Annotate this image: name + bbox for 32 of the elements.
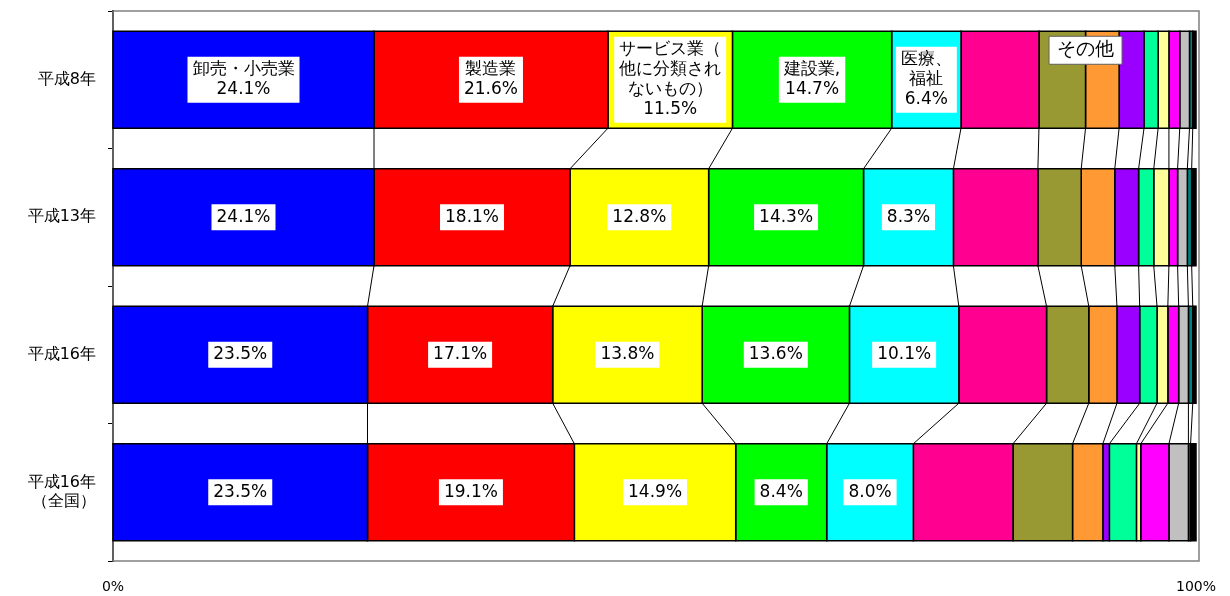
data-label: 14.7%: [785, 78, 840, 99]
data-label: 11.5%: [643, 98, 698, 119]
series-label: 医療、福祉: [900, 48, 952, 89]
data-label: 12.8%: [612, 205, 667, 226]
data-label: 10.1%: [877, 343, 932, 364]
series-label: サービス業（他に分類されないもの）: [619, 38, 722, 99]
series-label: 建設業,: [782, 58, 841, 79]
data-label: 14.3%: [759, 205, 814, 226]
y-tick-label: 平成16年（全国）: [27, 471, 96, 511]
data-label: 8.3%: [886, 205, 931, 226]
series-label: 製造業: [465, 58, 517, 79]
series-label: 卸売・小売業: [192, 58, 295, 79]
data-label: 14.9%: [628, 480, 683, 501]
data-label: 8.4%: [759, 480, 803, 501]
data-label: 24.1%: [216, 78, 271, 99]
data-label: 23.5%: [213, 343, 268, 364]
data-label: 19.1%: [443, 480, 498, 501]
data-label: 21.6%: [463, 78, 518, 99]
y-tick-label: 平成13年: [27, 206, 96, 226]
y-tick-label: 平成16年: [27, 343, 96, 363]
data-label: 24.1%: [216, 205, 271, 226]
data-label: 8.0%: [848, 480, 892, 501]
data-label: 17.1%: [433, 343, 488, 364]
x-tick-label: 100%: [1175, 578, 1217, 595]
data-label: 13.8%: [600, 343, 655, 364]
data-label: 13.6%: [748, 343, 803, 364]
data-label: 23.5%: [213, 480, 268, 501]
annotation: その他: [1057, 37, 1115, 60]
y-tick-label: 平成8年: [37, 68, 96, 88]
data-label: 6.4%: [904, 88, 948, 109]
data-label: 18.1%: [445, 205, 500, 226]
x-tick-label: 0%: [101, 578, 125, 595]
